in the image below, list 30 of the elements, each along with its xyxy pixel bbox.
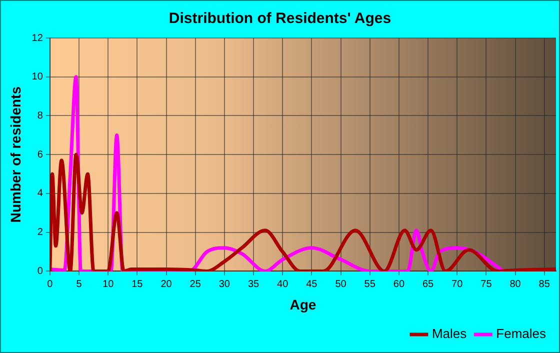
y-tick-label: 4 [37, 188, 44, 200]
x-tick-label: 10 [102, 278, 114, 290]
y-tick-label: 2 [37, 227, 44, 238]
y-tick-label: 6 [37, 149, 44, 160]
x-tick-label: 25 [190, 278, 202, 290]
x-tick-label: 45 [306, 278, 318, 290]
x-tick-label: 15 [132, 278, 144, 290]
x-tick-label: 55 [364, 278, 376, 290]
x-tick-label: 70 [452, 278, 464, 290]
y-axis-title: Number of residents [7, 86, 24, 223]
x-tick-label: 60 [393, 278, 405, 290]
x-tick-label: 20 [160, 278, 172, 290]
x-tick-label: 50 [335, 278, 347, 290]
x-axis-title: Age [290, 296, 316, 312]
legend-label: Females [496, 326, 546, 342]
y-tick-label: 8 [37, 110, 44, 122]
y-tick-label: 12 [32, 32, 44, 44]
chart-title: Distribution of Residents' Ages [168, 10, 392, 28]
x-tick-label: 35 [248, 278, 260, 290]
x-tick-label: 80 [510, 278, 522, 290]
legend-label: Males [432, 326, 468, 342]
x-tick-label: 30 [218, 278, 230, 290]
x-tick-label: 0 [47, 278, 54, 290]
x-tick-label: 65 [422, 278, 434, 290]
y-tick-label: 10 [32, 72, 44, 83]
x-tick-label: 5 [76, 278, 82, 290]
x-tick-label: 75 [480, 278, 492, 290]
y-tick-label: 0 [37, 266, 44, 277]
x-tick-label: 85 [538, 278, 550, 290]
x-tick-label: 40 [277, 278, 289, 290]
